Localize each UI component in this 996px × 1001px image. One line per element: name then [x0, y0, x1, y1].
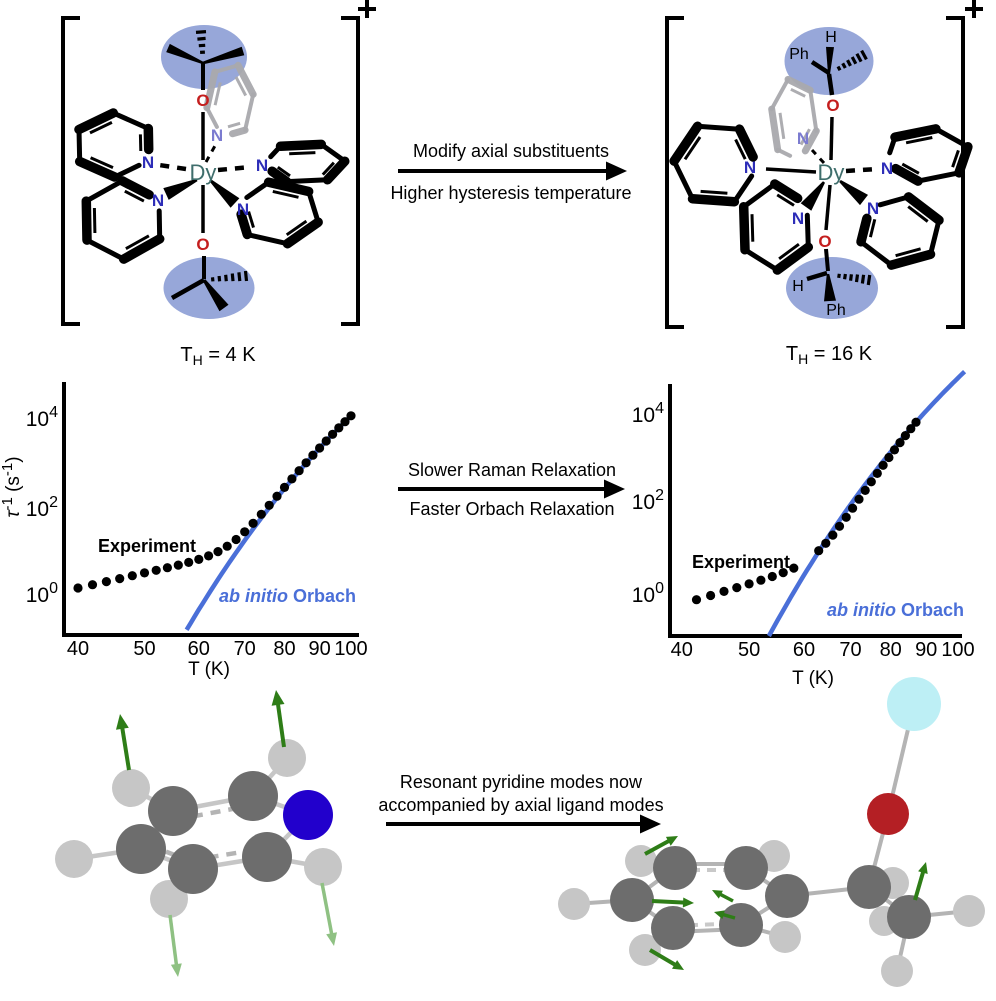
- svg-text:70: 70: [839, 639, 861, 661]
- svg-text:Ph: Ph: [826, 302, 846, 319]
- svg-text:N: N: [211, 126, 223, 145]
- svg-text:N: N: [237, 200, 249, 219]
- svg-text:H: H: [792, 278, 804, 295]
- svg-text:Ph: Ph: [789, 46, 809, 63]
- svg-text:Resonant pyridine modes now: Resonant pyridine modes now: [400, 772, 643, 792]
- svg-text:Slower Raman Relaxation: Slower Raman Relaxation: [408, 460, 616, 480]
- svg-text:90: 90: [308, 638, 330, 660]
- svg-text:H: H: [825, 29, 837, 46]
- svg-text:50: 50: [738, 639, 760, 661]
- svg-text:T (K): T (K): [792, 668, 834, 689]
- svg-text:Dy: Dy: [818, 160, 845, 185]
- svg-text:100: 100: [334, 638, 367, 660]
- svg-text:Experiment: Experiment: [692, 552, 790, 572]
- svg-text:ab initio Orbach: ab initio Orbach: [219, 586, 356, 606]
- svg-text:N: N: [797, 129, 809, 148]
- svg-text:60: 60: [188, 638, 210, 660]
- svg-text:ab initio Orbach: ab initio Orbach: [827, 600, 964, 620]
- svg-text:O: O: [818, 232, 831, 251]
- svg-text:TH = 4 K: TH = 4 K: [180, 344, 256, 368]
- svg-text:Dy: Dy: [190, 160, 217, 185]
- svg-text:Higher hysteresis temperature: Higher hysteresis temperature: [390, 183, 631, 203]
- svg-text:90: 90: [915, 639, 937, 661]
- svg-text:N: N: [744, 158, 756, 177]
- svg-text:100: 100: [941, 639, 974, 661]
- svg-text:O: O: [196, 91, 209, 110]
- svg-text:Modify axial substituents: Modify axial substituents: [413, 141, 609, 161]
- svg-text:O: O: [196, 235, 209, 254]
- svg-text:accompanied by axial ligand mo: accompanied by axial ligand modes: [378, 795, 663, 815]
- svg-text:T (K): T (K): [188, 659, 230, 680]
- svg-text:60: 60: [793, 639, 815, 661]
- svg-text:Experiment: Experiment: [98, 536, 196, 556]
- svg-text:N: N: [867, 199, 879, 218]
- svg-text:50: 50: [133, 638, 155, 660]
- svg-text:40: 40: [671, 639, 693, 661]
- svg-text:70: 70: [234, 638, 256, 660]
- svg-text:N: N: [881, 159, 893, 178]
- svg-text:N: N: [256, 156, 268, 175]
- svg-text:N: N: [152, 191, 164, 210]
- svg-text:N: N: [142, 153, 154, 172]
- svg-text:O: O: [826, 96, 839, 115]
- svg-text:80: 80: [880, 639, 902, 661]
- svg-text:Faster Orbach Relaxation: Faster Orbach Relaxation: [409, 499, 614, 519]
- svg-text:80: 80: [273, 638, 295, 660]
- svg-text:N: N: [792, 209, 804, 228]
- svg-text:40: 40: [67, 638, 89, 660]
